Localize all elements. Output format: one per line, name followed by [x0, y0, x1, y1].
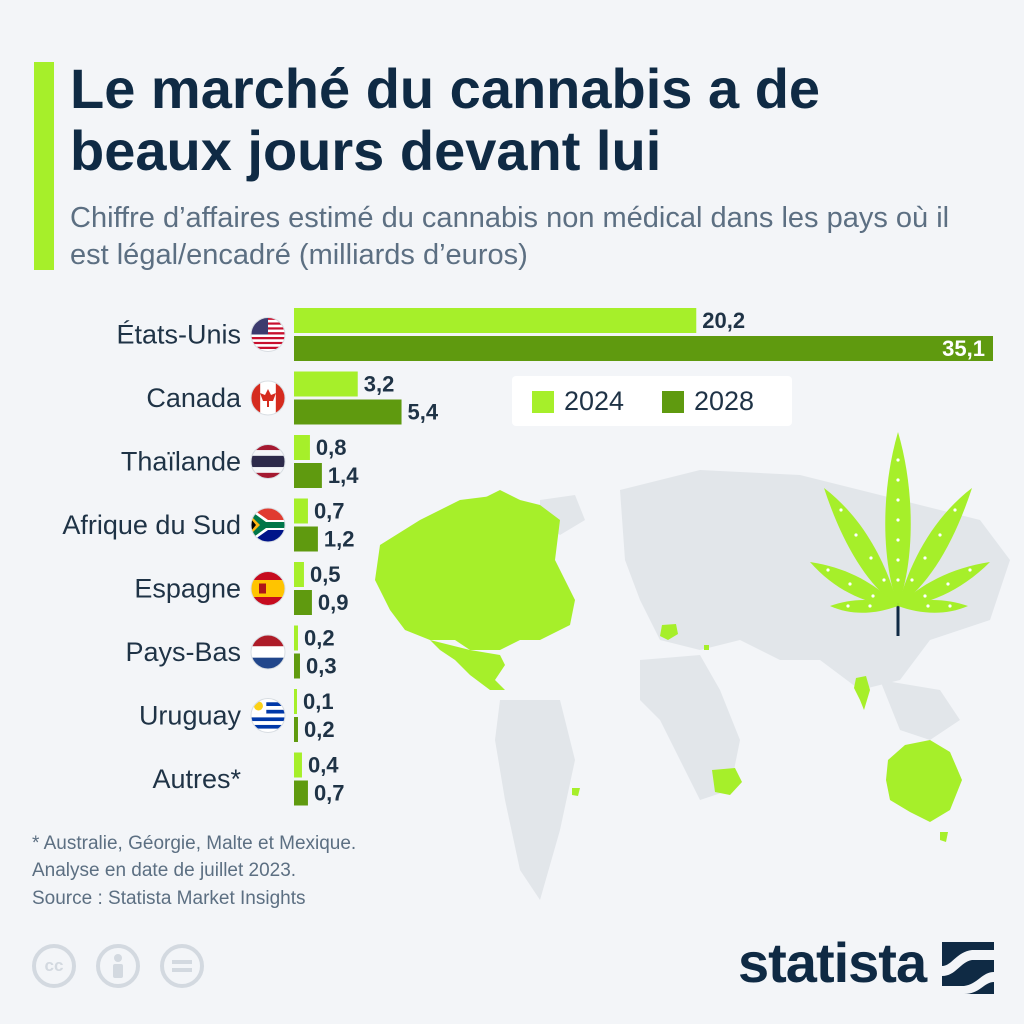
legend-label-2028: 2028	[694, 386, 755, 416]
person-icon	[113, 954, 123, 978]
category-label: Autres*	[152, 764, 241, 794]
legend: 2024 2028	[512, 376, 792, 426]
bar-2024	[294, 498, 308, 524]
bar-2024	[294, 435, 310, 460]
south-africa-flag-icon	[250, 507, 286, 543]
footnote-line: * Australie, Géorgie, Malte et Mexique.	[32, 833, 357, 854]
bar-2028	[294, 399, 402, 425]
data-label-2024: 0,1	[303, 689, 334, 714]
map-highlighted-countries	[375, 490, 962, 842]
cannabis-leaf-icon	[810, 432, 990, 636]
category-label: Pays-Bas	[125, 637, 241, 667]
data-label-2028: 1,2	[324, 527, 355, 552]
legend-item-2028: 2028	[662, 386, 754, 417]
data-label-2028: 0,9	[318, 590, 349, 615]
data-label-2028: 35,1	[942, 336, 985, 361]
category-label: Thaïlande	[121, 447, 241, 477]
category-label: Espagne	[134, 574, 241, 604]
data-label-2024: 3,2	[364, 372, 395, 397]
bar-2024	[294, 562, 304, 587]
data-label-2028: 0,7	[314, 781, 345, 806]
equals-icon	[172, 960, 192, 972]
netherlands-flag-icon	[250, 634, 286, 670]
chart-subtitle: Chiffre d’affaires estimé du cannabis no…	[70, 202, 950, 271]
data-label-2024: 0,4	[308, 753, 339, 778]
category-label: Canada	[146, 383, 242, 413]
bar-2024	[294, 625, 298, 651]
canada-flag-icon	[250, 380, 286, 416]
bar-2024	[294, 689, 297, 714]
bar-2028	[294, 717, 298, 742]
bar-2028	[294, 590, 312, 615]
footnote-line: Analyse en date de juillet 2023.	[32, 860, 297, 881]
legend-swatch-2024	[532, 390, 554, 413]
category-label: Afrique du Sud	[62, 510, 241, 540]
bar-2028	[294, 780, 308, 806]
data-label-2028: 0,3	[306, 654, 337, 679]
category-label: États-Unis	[116, 320, 241, 350]
category-label: Uruguay	[139, 701, 242, 731]
data-label-2028: 1,4	[328, 463, 359, 488]
footnote: * Australie, Géorgie, Malte et Mexique. …	[32, 830, 356, 884]
data-label-2024: 20,2	[702, 308, 745, 333]
attribution-icon[interactable]	[96, 944, 140, 988]
bar-2028	[294, 653, 300, 679]
data-label-2024: 0,2	[304, 626, 335, 651]
cc-icon[interactable]: cc	[32, 944, 76, 988]
thailand-flag-icon	[250, 444, 286, 479]
bar-2024	[294, 308, 697, 333]
source-note: Source : Statista Market Insights	[32, 888, 306, 909]
chart-title: Le marché du cannabis a de beaux jours d…	[70, 57, 821, 182]
statista-logo-icon[interactable]	[942, 942, 994, 994]
no-derivatives-icon[interactable]	[160, 944, 204, 988]
map-grey-land	[495, 470, 1010, 900]
bar-2028	[294, 526, 318, 552]
legend-label-2024: 2024	[564, 386, 625, 416]
bar-2024	[294, 371, 358, 397]
data-label-2024: 0,7	[314, 499, 345, 524]
accent-bar	[34, 62, 54, 270]
legend-item-2024: 2024	[532, 386, 624, 417]
bar-2028	[294, 463, 322, 488]
bar-2024	[294, 752, 302, 778]
data-label-2024: 0,8	[316, 435, 347, 460]
data-label-2024: 0,5	[310, 562, 341, 587]
legend-swatch-2028	[662, 390, 684, 413]
uruguay-flag-icon	[250, 698, 286, 733]
data-label-2028: 0,2	[304, 717, 335, 742]
spain-flag-icon	[250, 571, 286, 606]
bar-2028	[294, 336, 993, 361]
statista-logo-text[interactable]: statista	[738, 931, 927, 994]
us-flag-icon	[250, 317, 286, 352]
data-label-2028: 5,4	[408, 400, 439, 425]
